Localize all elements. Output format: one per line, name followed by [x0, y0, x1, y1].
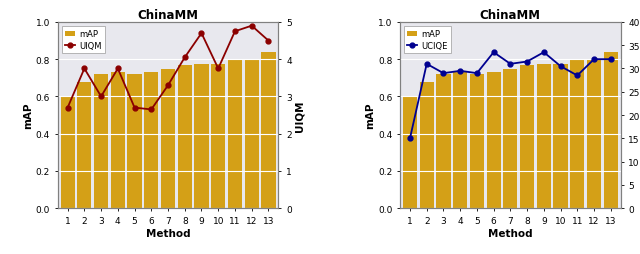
Bar [261, 53, 276, 208]
Bar [144, 73, 159, 208]
Bar [604, 53, 618, 208]
Bar [537, 65, 551, 208]
Bar [486, 73, 500, 208]
Bar [403, 98, 417, 208]
Legend: mAP, UCIQE: mAP, UCIQE [404, 27, 451, 54]
Bar [178, 66, 192, 208]
Bar [161, 70, 175, 208]
Bar [520, 66, 534, 208]
Legend: mAP, UIQM: mAP, UIQM [62, 27, 105, 54]
Bar [453, 73, 467, 208]
Bar [503, 70, 518, 208]
Title: ChinaMM: ChinaMM [480, 9, 541, 22]
Bar [111, 73, 125, 208]
Bar [77, 82, 92, 208]
Bar [228, 61, 242, 208]
Bar [211, 65, 225, 208]
X-axis label: Method: Method [146, 228, 190, 237]
Y-axis label: mAP: mAP [23, 102, 33, 129]
Y-axis label: mAP: mAP [365, 102, 375, 129]
Bar [470, 75, 484, 208]
Bar [570, 61, 584, 208]
Bar [127, 75, 141, 208]
X-axis label: Method: Method [488, 228, 532, 237]
Bar [554, 65, 568, 208]
Bar [94, 75, 108, 208]
Bar [61, 98, 75, 208]
Bar [195, 65, 209, 208]
Y-axis label: UIQM: UIQM [294, 100, 305, 131]
Bar [244, 61, 259, 208]
Bar [420, 82, 434, 208]
Bar [436, 75, 451, 208]
Bar [587, 61, 601, 208]
Title: ChinaMM: ChinaMM [138, 9, 198, 22]
